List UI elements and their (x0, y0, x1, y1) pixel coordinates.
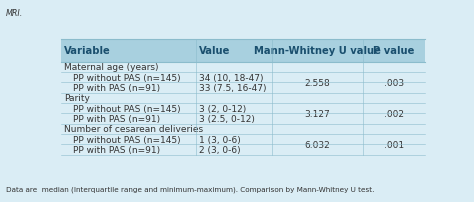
Text: 1 (3, 0-6): 1 (3, 0-6) (199, 135, 240, 144)
Text: 34 (10, 18-47): 34 (10, 18-47) (199, 73, 263, 82)
Text: .002: .002 (384, 109, 404, 118)
Text: Value: Value (199, 46, 230, 56)
Text: 6.032: 6.032 (305, 140, 330, 149)
Text: 2.558: 2.558 (305, 78, 330, 87)
Text: PP without PAS (n=145): PP without PAS (n=145) (73, 104, 181, 113)
Bar (61, 145, 425, 155)
Text: .003: .003 (384, 78, 404, 87)
Text: PP with PAS (n=91): PP with PAS (n=91) (73, 84, 160, 93)
Text: Data are  median (Interquartile range and minimum-maximum). Comparison by Mann-W: Data are median (Interquartile range and… (6, 186, 374, 192)
Text: 33 (7.5, 16-47): 33 (7.5, 16-47) (199, 84, 266, 93)
Text: 3 (2, 0-12): 3 (2, 0-12) (199, 104, 246, 113)
Bar (61, 62, 425, 73)
Text: PP without PAS (n=145): PP without PAS (n=145) (73, 135, 181, 144)
Bar (61, 83, 425, 93)
Bar (61, 40, 425, 62)
Text: 2 (3, 0-6): 2 (3, 0-6) (199, 145, 240, 154)
Text: Number of cesarean deliveries: Number of cesarean deliveries (64, 125, 203, 134)
Text: MRI.: MRI. (6, 9, 23, 18)
Text: 3 (2.5, 0-12): 3 (2.5, 0-12) (199, 114, 255, 123)
Text: PP with PAS (n=91): PP with PAS (n=91) (73, 114, 160, 123)
Text: PP without PAS (n=145): PP without PAS (n=145) (73, 73, 181, 82)
Text: Parity: Parity (64, 94, 90, 103)
Bar (61, 114, 425, 124)
Bar (61, 73, 425, 83)
Text: P value: P value (373, 46, 415, 56)
Bar (61, 124, 425, 134)
Bar (61, 93, 425, 103)
Text: 3.127: 3.127 (305, 109, 330, 118)
Text: PP with PAS (n=91): PP with PAS (n=91) (73, 145, 160, 154)
Bar (61, 134, 425, 145)
Text: Mann-Whitney U value: Mann-Whitney U value (254, 46, 381, 56)
Bar (61, 103, 425, 114)
Text: Maternal age (years): Maternal age (years) (64, 63, 158, 72)
Text: .001: .001 (384, 140, 404, 149)
Text: Variable: Variable (64, 46, 111, 56)
